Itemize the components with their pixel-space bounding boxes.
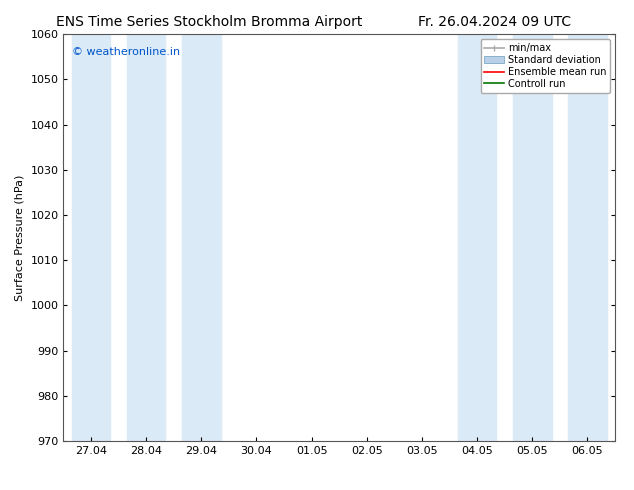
Text: ENS Time Series Stockholm Bromma Airport: ENS Time Series Stockholm Bromma Airport — [56, 15, 363, 29]
Text: © weatheronline.in: © weatheronline.in — [72, 47, 180, 56]
Bar — [72, 34, 110, 441]
Bar — [568, 34, 607, 441]
Bar — [127, 34, 165, 441]
Text: Fr. 26.04.2024 09 UTC: Fr. 26.04.2024 09 UTC — [418, 15, 571, 29]
Y-axis label: Surface Pressure (hPa): Surface Pressure (hPa) — [15, 174, 25, 301]
Legend: min/max, Standard deviation, Ensemble mean run, Controll run: min/max, Standard deviation, Ensemble me… — [481, 39, 610, 93]
Bar — [182, 34, 221, 441]
Bar — [513, 34, 552, 441]
Bar — [458, 34, 496, 441]
